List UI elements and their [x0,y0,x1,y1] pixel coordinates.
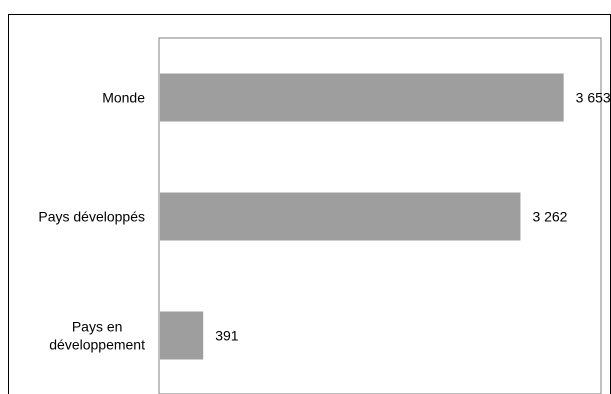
category-label-2: Pays en développement [49,319,145,353]
category-label-0: Monde [102,90,145,106]
category-label-1: Pays développés [38,209,145,225]
bar-1 [160,192,521,241]
category-label-2-line-0: Pays en [72,319,123,335]
bars-group [160,73,564,360]
category-label-2-line-1: développement [49,337,145,353]
value-label-1: 3 262 [532,209,567,225]
category-labels-group: Monde Pays développés Pays en développement [38,90,145,353]
bar-0 [160,73,564,122]
value-label-2: 391 [215,328,239,344]
bar-2 [160,311,204,360]
value-label-0: 3 653 [576,90,611,106]
category-label-0-line-0: Monde [102,90,145,106]
value-labels-group: 3 653 3 262 391 [215,90,611,344]
category-label-1-line-0: Pays développés [38,209,145,225]
